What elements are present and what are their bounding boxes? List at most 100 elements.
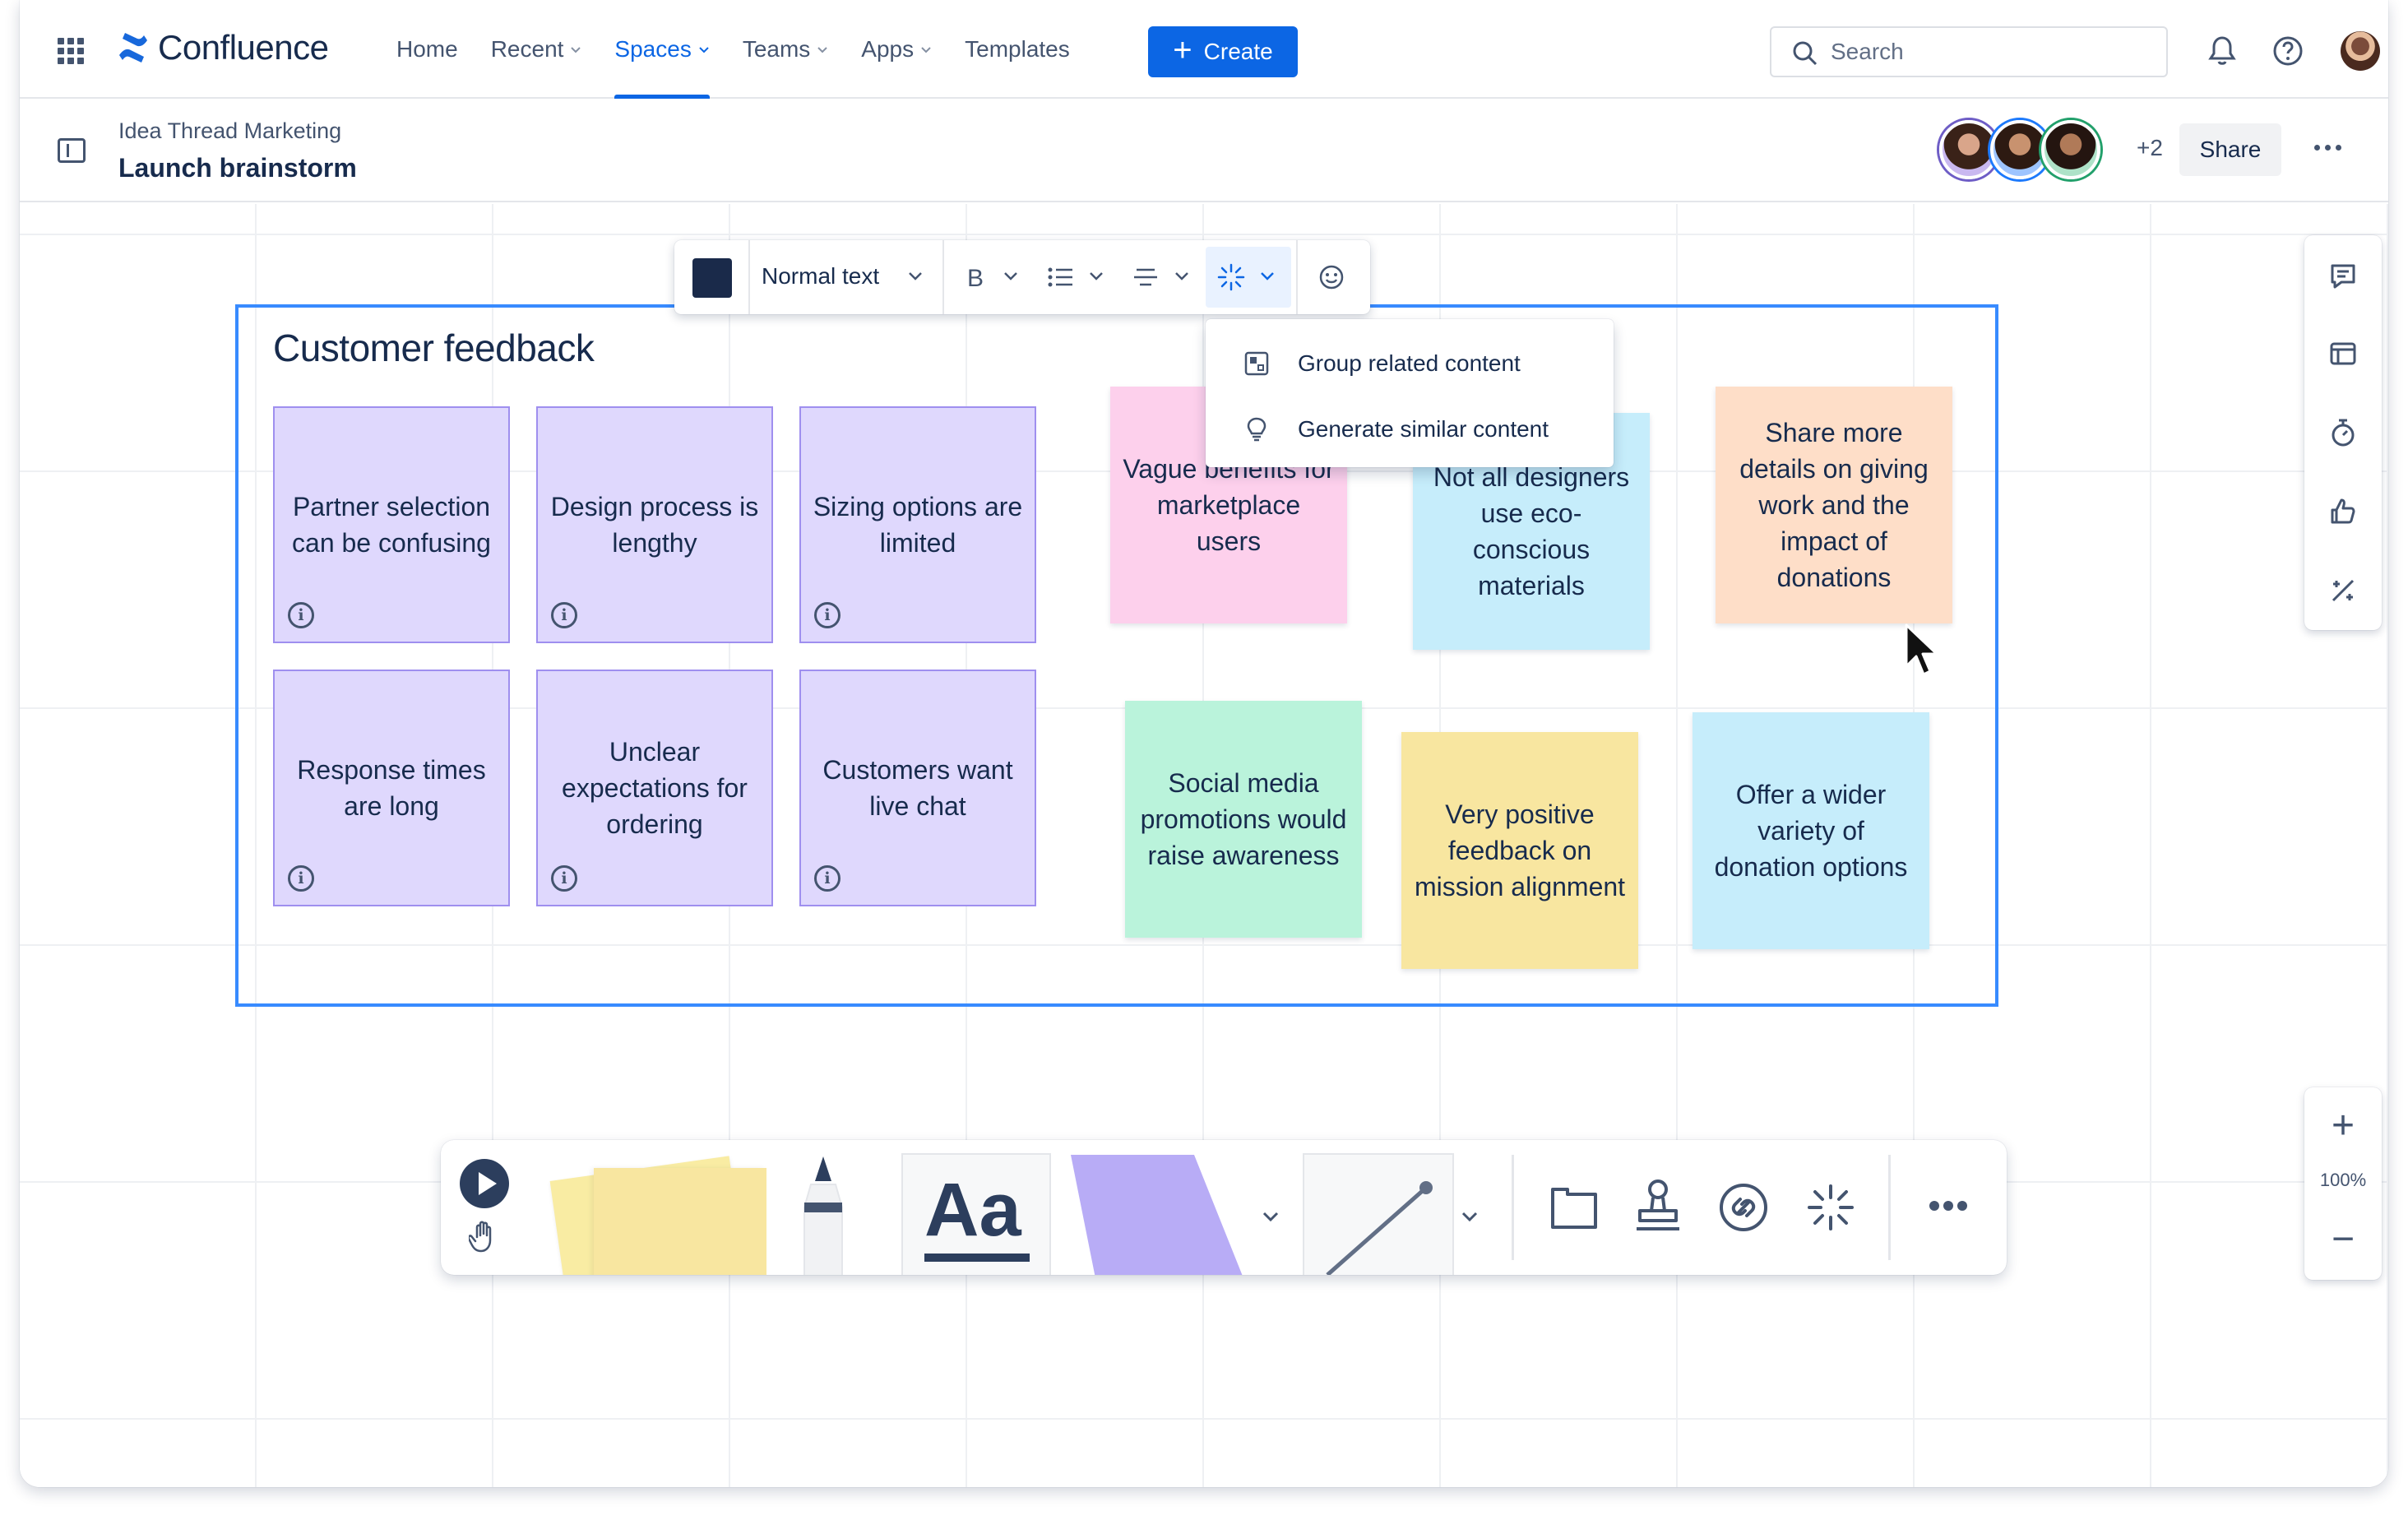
line-tool[interactable] xyxy=(1304,1155,1452,1275)
menu-item-generate-similar[interactable]: Generate similar content xyxy=(1206,396,1614,462)
hand-tool-icon[interactable] xyxy=(469,1219,502,1255)
chevron-down-icon xyxy=(699,47,709,53)
chevron-down-icon[interactable] xyxy=(1260,271,1275,281)
strikethrough-icon[interactable] xyxy=(1132,263,1160,291)
create-button[interactable]: + Create xyxy=(1148,26,1298,77)
zoom-out-button[interactable]: − xyxy=(2331,1216,2355,1261)
format-toolbar: Normal text B xyxy=(674,240,1370,314)
nav-recent[interactable]: Recent xyxy=(475,0,599,99)
shape-tool-icon[interactable] xyxy=(1071,1155,1243,1275)
panel-icon[interactable] xyxy=(2327,337,2359,370)
collaborator-avatar[interactable] xyxy=(2041,120,2100,179)
lightbulb-icon xyxy=(1247,417,1267,442)
marker-tool-icon[interactable] xyxy=(786,1152,860,1275)
comment-icon[interactable] xyxy=(2327,260,2359,293)
more-tools-icon[interactable] xyxy=(1928,1198,1969,1214)
sticky-note[interactable]: Share more details on giving work and th… xyxy=(1716,387,1952,623)
menu-item-group-related[interactable]: Group related content xyxy=(1206,331,1614,396)
thumbs-up-icon[interactable] xyxy=(2327,495,2359,528)
profile-avatar[interactable] xyxy=(2341,31,2380,71)
right-tool-rail xyxy=(2304,235,2382,630)
confluence-logo-icon xyxy=(119,33,147,63)
ai-dropdown-menu: Group related content Generate similar c… xyxy=(1206,319,1614,467)
app-switcher-icon[interactable] xyxy=(58,38,84,64)
sticky-note-text: Not all designers use eco-conscious mate… xyxy=(1433,462,1630,600)
zoom-controls: + 100% − xyxy=(2304,1087,2382,1280)
info-icon[interactable]: i xyxy=(814,602,840,628)
sticky-note-tool[interactable] xyxy=(594,1168,766,1275)
select-tool-icon[interactable] xyxy=(459,1158,510,1209)
nav-apps[interactable]: Apps xyxy=(845,0,948,99)
info-icon[interactable]: i xyxy=(288,602,314,628)
chevron-down-icon[interactable] xyxy=(1003,271,1018,281)
nav-menu: Home Recent Spaces Teams Apps Templates xyxy=(380,0,1086,99)
mouse-cursor-icon xyxy=(1905,623,1938,676)
nav-home[interactable]: Home xyxy=(380,0,475,99)
emoji-icon[interactable] xyxy=(1317,263,1345,291)
breadcrumb[interactable]: Idea Thread Marketing xyxy=(118,118,342,143)
timer-icon[interactable] xyxy=(2327,416,2359,449)
chevron-down-icon[interactable] xyxy=(1262,1211,1280,1224)
nav-recent-label: Recent xyxy=(490,36,564,62)
nav-spaces[interactable]: Spaces xyxy=(598,0,725,99)
bold-icon[interactable]: B xyxy=(962,263,990,291)
plus-icon: + xyxy=(1173,32,1192,68)
menu-item-label: Group related content xyxy=(1298,350,1521,376)
sticky-note[interactable]: Response times are long i xyxy=(273,670,510,906)
chevron-down-icon[interactable] xyxy=(1174,271,1189,281)
text-tool[interactable]: Aa xyxy=(903,1155,1049,1275)
link-tool-icon[interactable] xyxy=(1717,1181,1770,1234)
help-icon[interactable] xyxy=(2271,35,2304,67)
info-icon[interactable]: i xyxy=(551,602,577,628)
zoom-in-button[interactable]: + xyxy=(2331,1103,2355,1147)
magic-wand-icon[interactable] xyxy=(2327,574,2359,607)
info-icon[interactable]: i xyxy=(288,865,314,892)
color-swatch[interactable] xyxy=(692,258,732,298)
sticky-note[interactable]: Partner selection can be confusing i xyxy=(273,406,510,643)
more-actions-icon[interactable] xyxy=(2314,145,2341,151)
ai-sparkle-icon[interactable] xyxy=(1217,263,1245,291)
sticky-note[interactable]: Customers want live chat i xyxy=(799,670,1036,906)
collaborator-overflow-count[interactable]: +2 xyxy=(2137,135,2163,160)
sticky-note[interactable]: Social media promotions would raise awar… xyxy=(1125,701,1362,938)
bell-icon[interactable] xyxy=(2206,35,2239,67)
sticky-note[interactable]: Sizing options are limited i xyxy=(799,406,1036,643)
nav-spaces-label: Spaces xyxy=(614,36,692,62)
section-title[interactable]: Customer feedback xyxy=(273,327,595,369)
share-button[interactable]: Share xyxy=(2179,123,2281,176)
frame-tool-icon[interactable] xyxy=(1548,1181,1600,1234)
sidebar-toggle-icon[interactable] xyxy=(58,138,86,163)
collaborator-avatar[interactable] xyxy=(1990,120,2049,179)
search-field[interactable]: Search xyxy=(1770,26,2168,77)
group-icon xyxy=(1244,351,1269,376)
sticky-note[interactable]: Very positive feedback on mission alignm… xyxy=(1401,732,1638,969)
collaborator-avatars[interactable] xyxy=(1939,120,2100,179)
text-style-select[interactable]: Normal text xyxy=(762,263,880,289)
sticky-note[interactable]: Unclear expectations for ordering i xyxy=(536,670,773,906)
nav-home-label: Home xyxy=(396,36,458,62)
nav-templates[interactable]: Templates xyxy=(948,0,1086,99)
nav-teams[interactable]: Teams xyxy=(726,0,845,99)
sticky-note-text: Vague benefits for marketplace users xyxy=(1123,454,1335,556)
sticky-note-text: Customers want live chat xyxy=(822,755,1013,821)
sticky-note[interactable]: Design process is lengthy i xyxy=(536,406,773,643)
sticky-note-text: Offer a wider variety of donation option… xyxy=(1714,780,1908,882)
sticky-note-text: Response times are long xyxy=(297,755,486,821)
ai-sparkle-icon[interactable] xyxy=(1806,1183,1855,1232)
stamp-tool-icon[interactable] xyxy=(1633,1178,1683,1235)
zoom-level[interactable]: 100% xyxy=(2319,1170,2367,1190)
divider xyxy=(1888,1155,1891,1260)
confluence-logo[interactable]: Confluence xyxy=(117,28,329,67)
whiteboard-canvas[interactable]: Customer feedback Partner selection can … xyxy=(20,204,2388,1487)
list-icon[interactable] xyxy=(1046,263,1074,291)
sticky-note[interactable]: Offer a wider variety of donation option… xyxy=(1693,712,1929,949)
page-header: Idea Thread Marketing Launch brainstorm … xyxy=(20,100,2388,202)
sticky-note-text: Very positive feedback on mission alignm… xyxy=(1414,799,1626,901)
info-icon[interactable]: i xyxy=(551,865,577,892)
svg-text:Aa: Aa xyxy=(924,1168,1021,1252)
divider xyxy=(1296,240,1298,314)
chevron-down-icon[interactable] xyxy=(1089,271,1104,281)
info-icon[interactable]: i xyxy=(814,865,840,892)
chevron-down-icon[interactable] xyxy=(908,271,923,281)
chevron-down-icon[interactable] xyxy=(1461,1211,1479,1224)
